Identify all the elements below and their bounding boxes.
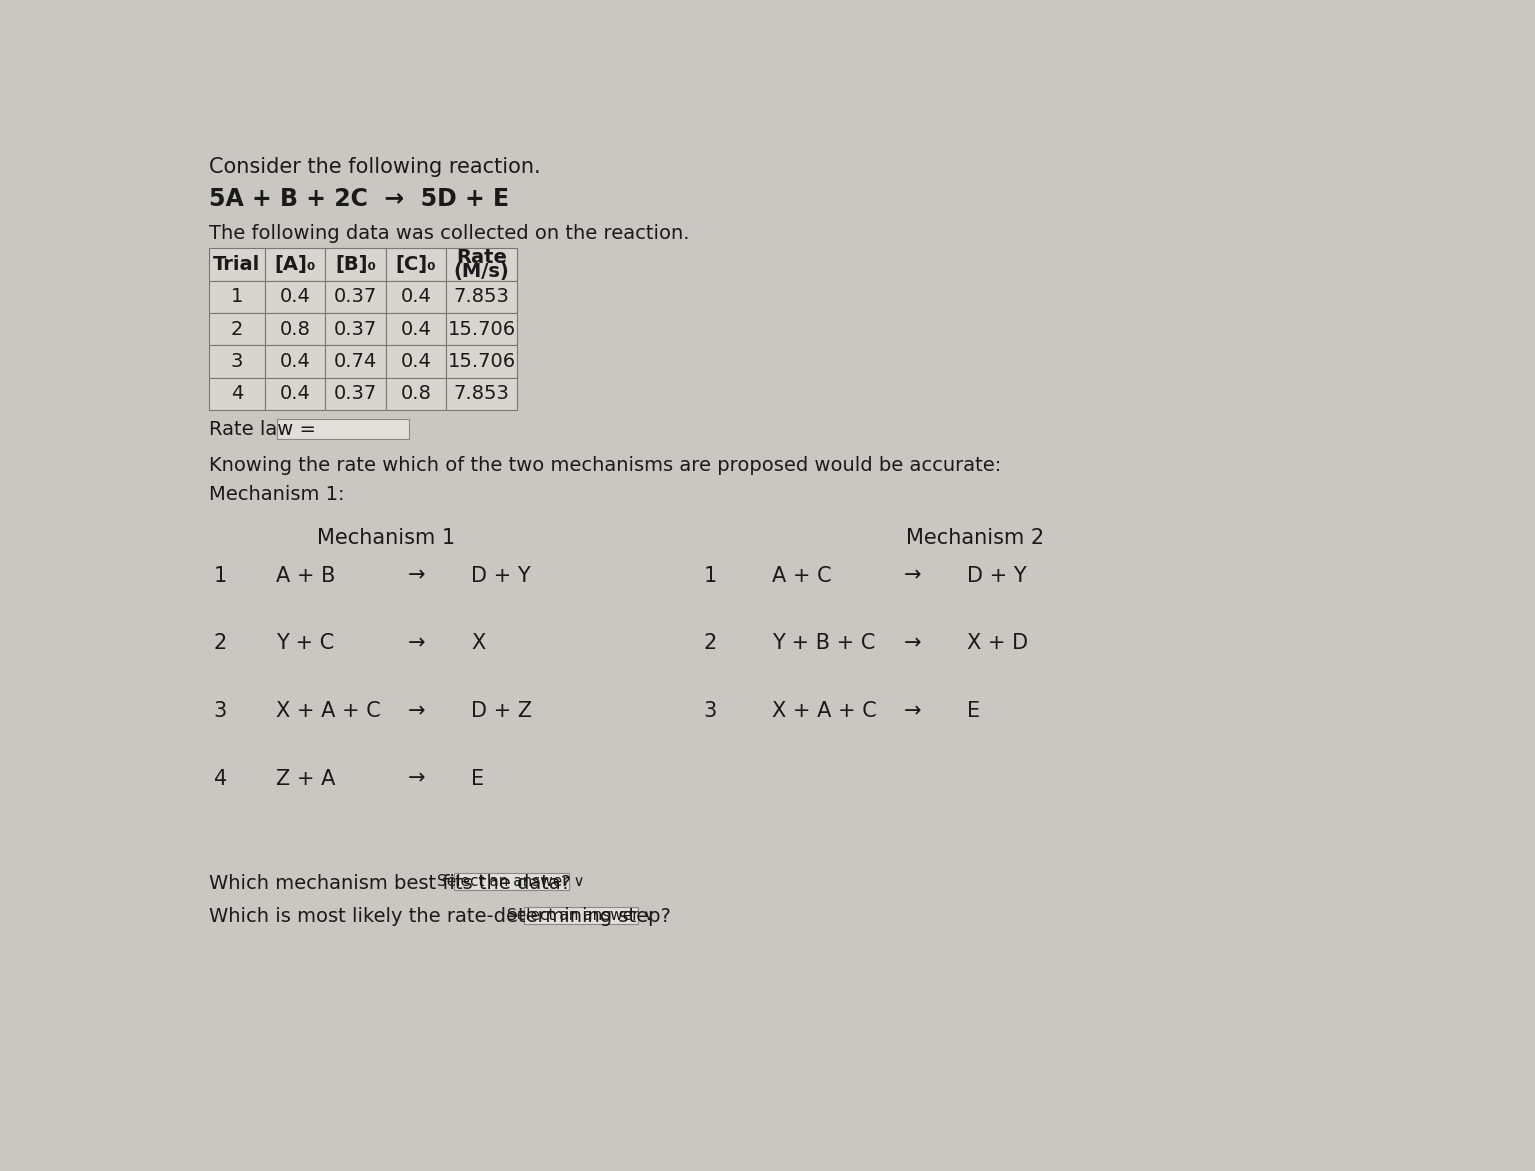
Text: 0.4: 0.4 <box>401 287 431 307</box>
Text: Mechanism 1: Mechanism 1 <box>316 528 454 548</box>
Text: 5A + B + 2C  →  5D + E: 5A + B + 2C → 5D + E <box>209 186 510 211</box>
Text: 0.8: 0.8 <box>279 320 310 338</box>
FancyBboxPatch shape <box>523 906 639 924</box>
Text: →: → <box>407 566 425 586</box>
Text: Which is most likely the rate-determining step?: Which is most likely the rate-determinin… <box>209 908 671 926</box>
Text: [C]₀: [C]₀ <box>396 255 436 274</box>
Text: 0.37: 0.37 <box>333 287 378 307</box>
Text: Select an answer ∨: Select an answer ∨ <box>507 908 655 923</box>
FancyBboxPatch shape <box>385 378 447 410</box>
FancyBboxPatch shape <box>209 248 264 281</box>
Text: Consider the following reaction.: Consider the following reaction. <box>209 157 540 178</box>
Text: 0.8: 0.8 <box>401 384 431 403</box>
FancyBboxPatch shape <box>325 378 385 410</box>
Text: Rate: Rate <box>456 248 507 267</box>
Text: [A]₀: [A]₀ <box>275 255 316 274</box>
Text: 2: 2 <box>230 320 243 338</box>
Text: E: E <box>967 701 979 721</box>
Text: 15.706: 15.706 <box>448 320 516 338</box>
Text: E: E <box>471 769 484 789</box>
Text: 7.853: 7.853 <box>454 287 510 307</box>
FancyBboxPatch shape <box>264 248 325 281</box>
Text: →: → <box>407 634 425 653</box>
Text: →: → <box>407 701 425 721</box>
Text: D + Z: D + Z <box>471 701 533 721</box>
Text: Trial: Trial <box>213 255 261 274</box>
Text: Select an answer ∨: Select an answer ∨ <box>437 874 585 889</box>
FancyBboxPatch shape <box>209 313 264 345</box>
FancyBboxPatch shape <box>385 345 447 378</box>
FancyBboxPatch shape <box>447 378 517 410</box>
Text: 0.4: 0.4 <box>401 320 431 338</box>
Text: 3: 3 <box>213 701 227 721</box>
Text: 1: 1 <box>213 566 227 586</box>
Text: 1: 1 <box>703 566 717 586</box>
Text: [B]₀: [B]₀ <box>335 255 376 274</box>
Text: 0.37: 0.37 <box>333 320 378 338</box>
Text: 0.4: 0.4 <box>279 352 310 371</box>
Text: A + C: A + C <box>772 566 830 586</box>
Text: 4: 4 <box>213 769 227 789</box>
FancyBboxPatch shape <box>325 345 385 378</box>
Text: 7.853: 7.853 <box>454 384 510 403</box>
Text: →: → <box>903 566 921 586</box>
Text: 2: 2 <box>213 634 227 653</box>
Text: X + A + C: X + A + C <box>276 701 381 721</box>
FancyBboxPatch shape <box>447 313 517 345</box>
Text: 0.4: 0.4 <box>279 287 310 307</box>
Text: 15.706: 15.706 <box>448 352 516 371</box>
Text: 3: 3 <box>230 352 243 371</box>
Text: D + Y: D + Y <box>471 566 531 586</box>
Text: →: → <box>903 701 921 721</box>
Text: 1: 1 <box>230 287 243 307</box>
Text: →: → <box>903 634 921 653</box>
FancyBboxPatch shape <box>278 419 408 439</box>
Text: 0.74: 0.74 <box>333 352 378 371</box>
FancyBboxPatch shape <box>325 248 385 281</box>
FancyBboxPatch shape <box>264 313 325 345</box>
FancyBboxPatch shape <box>264 378 325 410</box>
Text: Mechanism 2: Mechanism 2 <box>906 528 1044 548</box>
Text: Y + C: Y + C <box>276 634 333 653</box>
Text: 4: 4 <box>230 384 243 403</box>
FancyBboxPatch shape <box>325 313 385 345</box>
FancyBboxPatch shape <box>454 872 568 890</box>
FancyBboxPatch shape <box>209 378 264 410</box>
Text: Which mechanism best fits the data?: Which mechanism best fits the data? <box>209 874 571 892</box>
Text: 0.37: 0.37 <box>333 384 378 403</box>
Text: 2: 2 <box>703 634 717 653</box>
FancyBboxPatch shape <box>264 281 325 313</box>
Text: Knowing the rate which of the two mechanisms are proposed would be accurate:: Knowing the rate which of the two mechan… <box>209 457 1001 475</box>
Text: Y + B + C: Y + B + C <box>772 634 875 653</box>
Text: The following data was collected on the reaction.: The following data was collected on the … <box>209 224 689 242</box>
FancyBboxPatch shape <box>325 281 385 313</box>
Text: 0.4: 0.4 <box>279 384 310 403</box>
Text: 0.4: 0.4 <box>401 352 431 371</box>
Text: X + D: X + D <box>967 634 1028 653</box>
Text: X: X <box>471 634 485 653</box>
FancyBboxPatch shape <box>209 281 264 313</box>
FancyBboxPatch shape <box>209 345 264 378</box>
FancyBboxPatch shape <box>447 248 517 281</box>
Text: →: → <box>407 769 425 789</box>
FancyBboxPatch shape <box>385 281 447 313</box>
Text: A + B: A + B <box>276 566 335 586</box>
FancyBboxPatch shape <box>447 281 517 313</box>
Text: Mechanism 1:: Mechanism 1: <box>209 486 344 505</box>
FancyBboxPatch shape <box>264 345 325 378</box>
Text: (M/s): (M/s) <box>454 262 510 281</box>
Text: 3: 3 <box>703 701 717 721</box>
FancyBboxPatch shape <box>447 345 517 378</box>
Text: D + Y: D + Y <box>967 566 1027 586</box>
FancyBboxPatch shape <box>385 248 447 281</box>
FancyBboxPatch shape <box>385 313 447 345</box>
Text: Rate law =: Rate law = <box>209 419 316 439</box>
Text: X + A + C: X + A + C <box>772 701 876 721</box>
Text: Z + A: Z + A <box>276 769 335 789</box>
